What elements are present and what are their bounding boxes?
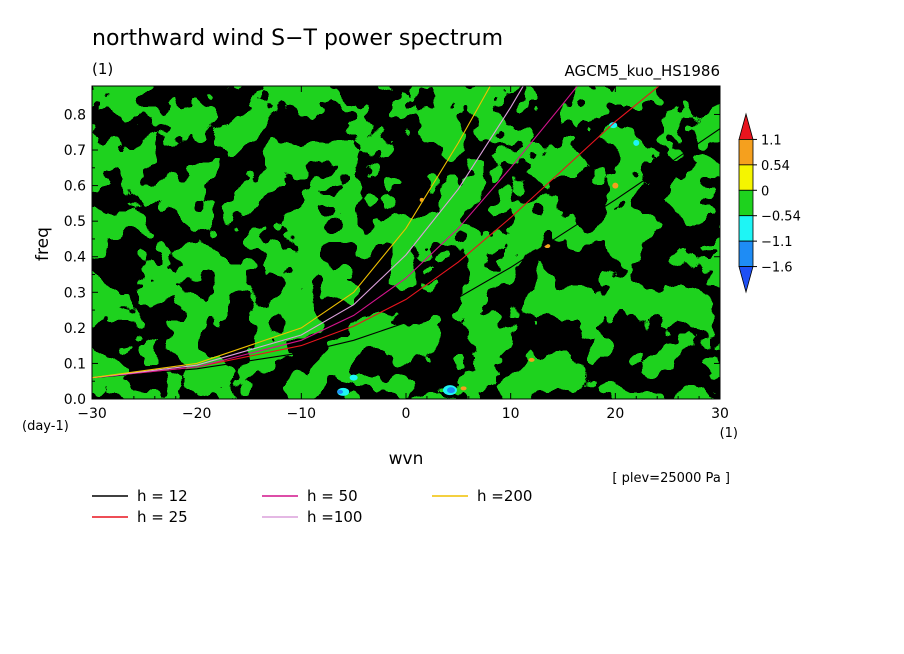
x-tick-label: 30 — [711, 406, 729, 422]
y-tick-label: 0.7 — [64, 143, 86, 159]
colorbar-segment — [738, 240, 754, 267]
legend-label: h = 25 — [137, 508, 188, 526]
field-speck — [349, 374, 358, 381]
legend-label: h =200 — [477, 487, 532, 505]
colorbar-label: −0.54 — [761, 210, 801, 225]
y-tick-label: 0.2 — [64, 321, 86, 337]
chart-title: northward wind S−T power spectrum — [92, 26, 503, 51]
y-ticks: 0.0 0.1 0.2 0.3 0.4 0.5 0.6 0.7 0.8 — [64, 107, 720, 408]
y-tick-label: 0.8 — [64, 107, 86, 123]
field-speck — [612, 182, 619, 189]
y-axis-label: freq — [33, 227, 53, 261]
x-tick-label: 10 — [502, 406, 520, 422]
colorbar-segment — [738, 266, 754, 294]
x-axis-label: wvn — [389, 449, 424, 469]
colorbar: 1.1 0.54 0 −0.54 −1.1 −1.6 — [738, 112, 801, 294]
field-speck — [528, 357, 535, 362]
legend-label: h =100 — [307, 508, 362, 526]
series-line-3 — [92, 86, 579, 379]
series-line-2 — [92, 86, 660, 379]
x-tick-label: −30 — [77, 406, 107, 422]
model-name: AGCM5_kuo_HS1986 — [565, 62, 720, 81]
colorbar-segment — [738, 164, 754, 191]
y-tick-label: 0.3 — [64, 285, 86, 301]
y-tick-label: 0.1 — [64, 356, 86, 372]
colorbar-segment — [738, 139, 754, 166]
field-speck — [447, 387, 456, 394]
legend: h = 12 h = 25 h = 50 h =100 h =200 — [92, 487, 532, 526]
title-unit: (1) — [92, 60, 113, 78]
series-line-4 — [92, 86, 524, 379]
field-speck — [337, 387, 350, 396]
field-speck — [609, 122, 618, 129]
colorbar-segment — [738, 215, 754, 242]
colorbar-label: 0.54 — [761, 159, 790, 174]
dispersion-curves — [92, 86, 720, 379]
y-tick-label: 0.6 — [64, 179, 86, 195]
field-speck — [337, 389, 344, 394]
field-speck — [460, 386, 467, 391]
x-unit-label: (1) — [720, 426, 738, 441]
field-pattern — [92, 86, 720, 399]
x-tick-label: 0 — [402, 406, 411, 422]
colorbar-label: −1.1 — [761, 235, 793, 250]
series-line-5 — [92, 86, 491, 379]
plot-area: −30 −20 −10 0 10 20 30 0.00.10.20.30.40.50.60.… — [64, 85, 729, 422]
y-tick-label: 0.4 — [64, 250, 86, 266]
colorbar-label: 1.1 — [761, 133, 782, 148]
series-line-1 — [92, 128, 720, 379]
x-ticks: −30 −20 −10 0 10 20 30 — [77, 86, 729, 422]
pressure-annotation: [ plev=25000 Pa ] — [612, 471, 730, 486]
colorbar-label: −1.6 — [761, 261, 793, 276]
colorbar-label: 0 — [761, 184, 769, 199]
x-tick-label: 20 — [606, 406, 624, 422]
field-speck — [633, 139, 640, 146]
colorbar-segment — [738, 189, 754, 217]
y-tick-label: 0.0 — [64, 392, 86, 408]
x-tick-label: −20 — [182, 406, 212, 422]
y-unit-label: (day-1) — [22, 419, 69, 434]
legend-label: h = 50 — [307, 487, 358, 505]
x-tick-label: −10 — [287, 406, 317, 422]
y-tick-label: 0.5 — [64, 214, 86, 230]
colorbar-segment — [738, 112, 754, 140]
legend-label: h = 12 — [137, 487, 188, 505]
